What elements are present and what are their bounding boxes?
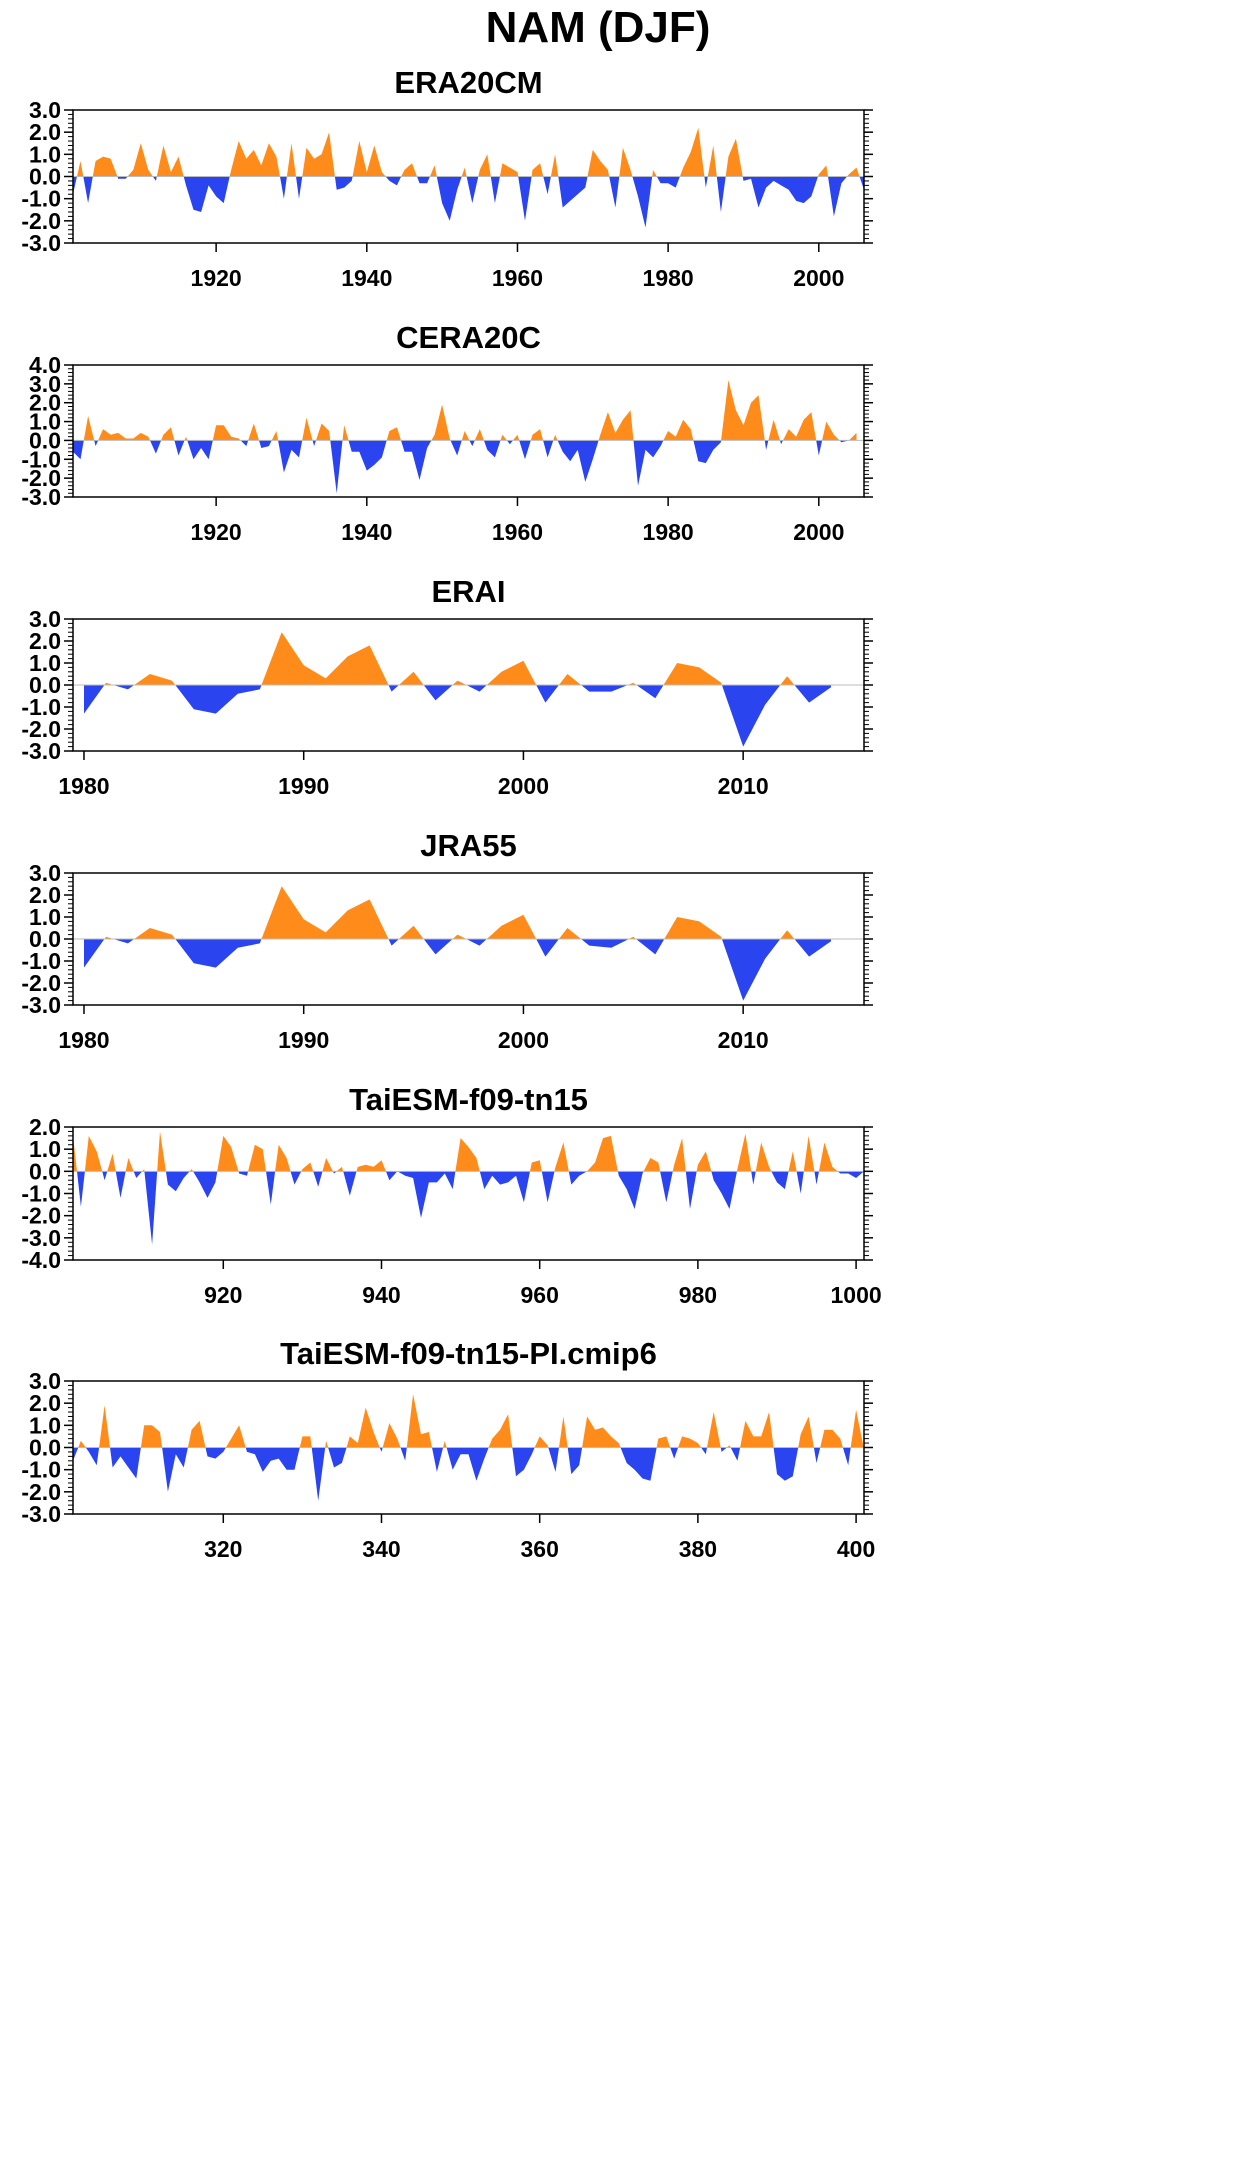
y-tick-label: -4.0 (21, 1247, 61, 1273)
figure-title: NAM (DJF) (486, 3, 711, 52)
negative-area (73, 440, 857, 494)
y-tick-label: 2.0 (29, 1114, 61, 1140)
negative-area (73, 1171, 864, 1245)
y-tick-label: 2.0 (29, 119, 61, 145)
x-tick-label: 1000 (831, 1282, 882, 1308)
y-tick-label: 1.0 (29, 141, 61, 167)
x-tick-label: 1940 (341, 519, 392, 545)
y-tick-label: -1.0 (21, 1457, 61, 1483)
x-tick-label: 2010 (718, 1027, 769, 1053)
x-tick-label: 1990 (278, 1027, 329, 1053)
y-tick-label: -1.0 (21, 186, 61, 212)
x-tick-label: 960 (521, 1282, 559, 1308)
panel-title: JRA55 (420, 828, 517, 863)
x-tick-label: 940 (362, 1282, 400, 1308)
y-tick-label: -2.0 (21, 465, 61, 491)
x-tick-label: 400 (837, 1536, 875, 1562)
x-tick-label: 340 (362, 1536, 400, 1562)
y-tick-label: 0.0 (29, 164, 61, 190)
positive-area (73, 1394, 864, 1448)
y-tick-label: -3.0 (21, 992, 61, 1018)
y-tick-label: -3.0 (21, 1225, 61, 1251)
positive-area (84, 632, 831, 685)
chart-panel-5: TaiESM-f09-tn15 2.01.00.0-1.0-2.0-3.0-4.0… (21, 1082, 881, 1308)
chart-panel-1: ERA20CM 3.02.01.00.0-1.0-2.0-3.0 1920 1940 1… (21, 65, 873, 291)
x-tick-label: 1920 (191, 519, 242, 545)
x-tick-label: 1980 (643, 265, 694, 291)
y-tick-label: 3.0 (29, 606, 61, 632)
x-tick-label: 1920 (191, 265, 242, 291)
x-tick-label: 1980 (643, 519, 694, 545)
x-tick-label: 2000 (498, 773, 549, 799)
y-tick-label: 1.0 (29, 409, 61, 435)
x-tick-label: 1960 (492, 519, 543, 545)
chart-panel-6: TaiESM-f09-tn15-PI.cmip6 3.02.01.00.0-1.0… (21, 1336, 875, 1562)
x-tick-label: 380 (679, 1536, 717, 1562)
y-tick-label: 3.0 (29, 860, 61, 886)
y-tick-label: -3.0 (21, 1501, 61, 1527)
y-tick-label: 1.0 (29, 650, 61, 676)
negative-area (84, 685, 831, 747)
y-tick-label: -2.0 (21, 208, 61, 234)
y-tick-label: 2.0 (29, 1390, 61, 1416)
x-tick-label: 2010 (718, 773, 769, 799)
positive-area (73, 380, 857, 441)
x-tick-label: 1980 (58, 773, 109, 799)
y-tick-label: -3.0 (21, 484, 61, 510)
positive-area (73, 127, 864, 177)
y-tick-label: -3.0 (21, 230, 61, 256)
y-tick-label: 2.0 (29, 628, 61, 654)
x-tick-label: 2000 (793, 265, 844, 291)
y-tick-label: 2.0 (29, 390, 61, 416)
y-tick-label: -2.0 (21, 970, 61, 996)
y-tick-label: -1.0 (21, 694, 61, 720)
y-tick-label: -2.0 (21, 716, 61, 742)
y-tick-label: 0.0 (29, 1435, 61, 1461)
panel-title: TaiESM-f09-tn15 (349, 1082, 588, 1117)
x-tick-label: 1940 (341, 265, 392, 291)
panel-title: ERAI (431, 574, 505, 609)
x-tick-label: 320 (204, 1536, 242, 1562)
chart-panel-3: ERAI 3.02.01.00.0-1.0-2.0-3.0 1980 1990 2000… (21, 574, 873, 799)
positive-area (73, 1131, 864, 1172)
y-tick-label: -2.0 (21, 1479, 61, 1505)
x-tick-label: 2000 (793, 519, 844, 545)
y-tick-label: -3.0 (21, 738, 61, 764)
panel-title: TaiESM-f09-tn15-PI.cmip6 (280, 1336, 657, 1371)
y-tick-label: 4.0 (29, 352, 61, 378)
x-tick-label: 2000 (498, 1027, 549, 1053)
y-tick-label: -1.0 (21, 948, 61, 974)
negative-area (73, 176, 864, 228)
x-tick-label: 360 (521, 1536, 559, 1562)
y-tick-label: 0.0 (29, 926, 61, 952)
chart-panel-4: JRA55 3.02.01.00.0-1.0-2.0-3.0 1980 1990 200… (21, 828, 873, 1053)
y-tick-label: 3.0 (29, 1368, 61, 1394)
x-tick-label: 1980 (58, 1027, 109, 1053)
y-tick-label: 1.0 (29, 1412, 61, 1438)
y-tick-label: 0.0 (29, 672, 61, 698)
y-tick-label: 0.0 (29, 1158, 61, 1184)
y-tick-label: 3.0 (29, 371, 61, 397)
y-tick-label: -1.0 (21, 1181, 61, 1207)
y-tick-label: 2.0 (29, 882, 61, 908)
negative-area (84, 939, 831, 1001)
y-tick-label: -2.0 (21, 1203, 61, 1229)
y-tick-label: 1.0 (29, 904, 61, 930)
panel-title: CERA20C (396, 320, 541, 355)
x-tick-label: 1990 (278, 773, 329, 799)
x-tick-label: 1960 (492, 265, 543, 291)
chart-panel-2: CERA20C 4.03.02.01.00.0-1.0-2.0-3.0 1920 19… (21, 320, 873, 545)
plot-frame (72, 364, 865, 498)
y-tick-label: 1.0 (29, 1136, 61, 1162)
negative-area (73, 1447, 864, 1501)
y-tick-label: 3.0 (29, 97, 61, 123)
y-tick-label: -1.0 (21, 446, 61, 472)
x-tick-label: 980 (679, 1282, 717, 1308)
panel-title: ERA20CM (394, 65, 542, 100)
y-tick-label: 0.0 (29, 427, 61, 453)
x-tick-label: 920 (204, 1282, 242, 1308)
positive-area (84, 886, 831, 939)
